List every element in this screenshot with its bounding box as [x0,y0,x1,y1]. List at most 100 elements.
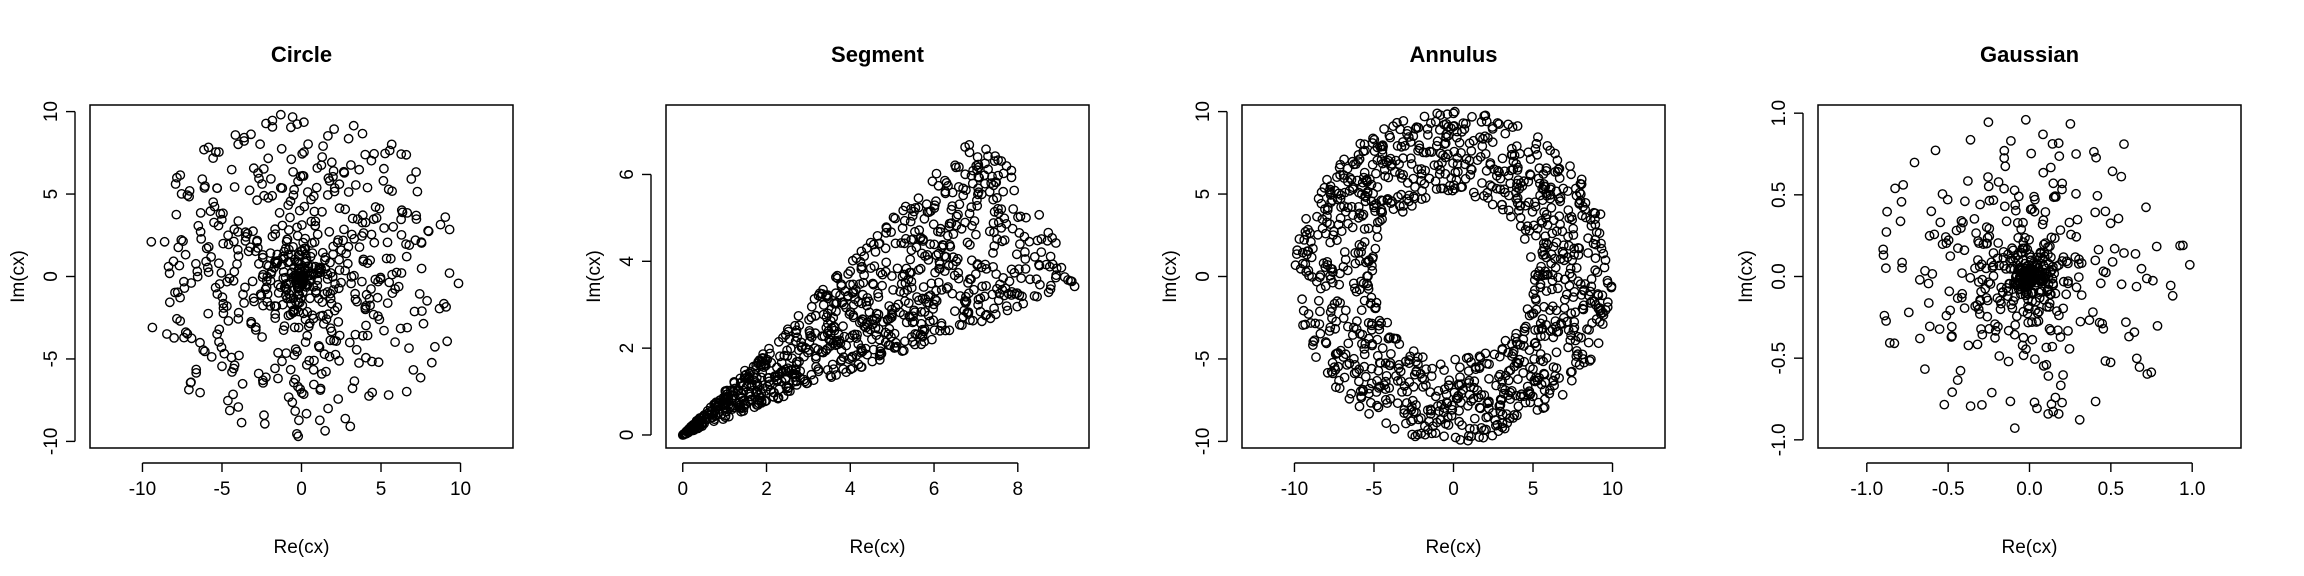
scatter-point [1566,375,1577,386]
scatter-point [1555,192,1566,203]
scatter-point [1325,181,1336,192]
scatter-point [1529,338,1540,349]
scatter-point [2113,213,2124,224]
scatter-point [1441,389,1452,400]
scatter-point [1495,400,1506,410]
scatter-point [919,213,930,224]
scatter-point [989,227,999,238]
scatter-point [875,267,886,278]
scatter-point [954,162,964,172]
scatter-point [275,282,286,293]
scatter-point [356,276,367,287]
scatter-point [913,193,924,204]
scatter-point [283,249,293,260]
scatter-point [1366,378,1377,389]
scatter-point [290,344,301,354]
scatter-point [1541,237,1552,248]
scatter-point [1956,215,1967,226]
x-tick-label: 5 [1528,479,1539,500]
scatter-point [868,279,879,290]
scatter-point [1479,390,1490,400]
scatter-point [1590,265,1601,276]
scatter-point [438,298,449,309]
scatter-point [2084,315,2095,326]
scatter-point [865,324,876,335]
scatter-point [2131,353,2142,364]
scatter-point [373,357,384,368]
scatter-point [411,210,422,221]
scatter-point [981,280,991,291]
scatter-point [328,285,339,295]
scatter-point [1453,379,1464,390]
scatter-point [1457,420,1467,431]
scatter-point [182,190,193,201]
scatter-point [300,233,311,244]
scatter-point [1533,271,1543,282]
scatter-point [350,294,361,305]
scatter-point [1995,304,2006,315]
scatter-point [930,267,940,278]
scatter-point [229,182,240,192]
scatter-point [1549,253,1560,264]
scatter-point [1360,196,1371,207]
scatter-point [895,286,905,297]
scatter-point [233,313,244,324]
scatter-point [350,329,361,340]
scatter-point [1036,247,1047,258]
scatter-point [908,234,919,245]
scatter-point [285,309,296,320]
scatter-point [751,360,762,371]
scatter-point [1410,431,1421,442]
scatter-point [1330,323,1341,334]
scatter-point [416,306,427,316]
scatter-point [772,375,782,385]
scatter-point [239,298,250,308]
scatter-point [369,148,379,159]
scatter-point [2029,206,2040,217]
scatter-point [1491,420,1501,431]
scatter-point [1554,173,1565,184]
scatter-point [897,271,908,282]
scatter-point [229,224,240,235]
scatter-point [1972,339,1983,350]
scatter-point [845,266,856,277]
scatter-point [387,288,398,299]
scatter-point [1585,297,1596,308]
scatter-point [1326,197,1337,208]
scatter-point [1382,193,1393,204]
scatter-point [1531,230,1541,241]
scatter-point [813,344,824,355]
scatter-point [1021,212,1031,223]
y-tick-label: 10 [41,101,62,122]
scatter-point [273,287,284,298]
scatter-point [295,171,306,182]
scatter-point [1480,348,1491,359]
scatter-point [179,283,190,293]
scatter-point [908,311,918,322]
scatter-point [1410,123,1421,134]
scatter-point [1334,383,1345,394]
scatter-point [1599,262,1610,273]
scatter-point [1595,209,1606,220]
scatter-point [760,355,771,366]
scatter-point [1034,209,1045,220]
scatter-point [320,425,330,436]
scatter-point [1448,121,1459,132]
scatter-point [993,155,1003,166]
scatter-point [765,348,775,359]
scatter-point [1497,382,1508,393]
scatter-point [1464,423,1475,434]
scatter-point [1020,254,1031,264]
scatter-point [280,272,291,283]
scatter-point [1380,358,1391,369]
scatter-point [201,243,212,254]
scatter-point [989,241,1000,251]
scatter-point [1320,337,1331,347]
scatter-point [250,324,261,335]
scatter-point [2023,301,2033,312]
scatter-point [395,323,406,334]
scatter-point [2010,320,2021,330]
x-tick-label: -5 [214,479,231,500]
scatter-point [1971,228,1982,239]
scatter-point [2018,237,2029,248]
